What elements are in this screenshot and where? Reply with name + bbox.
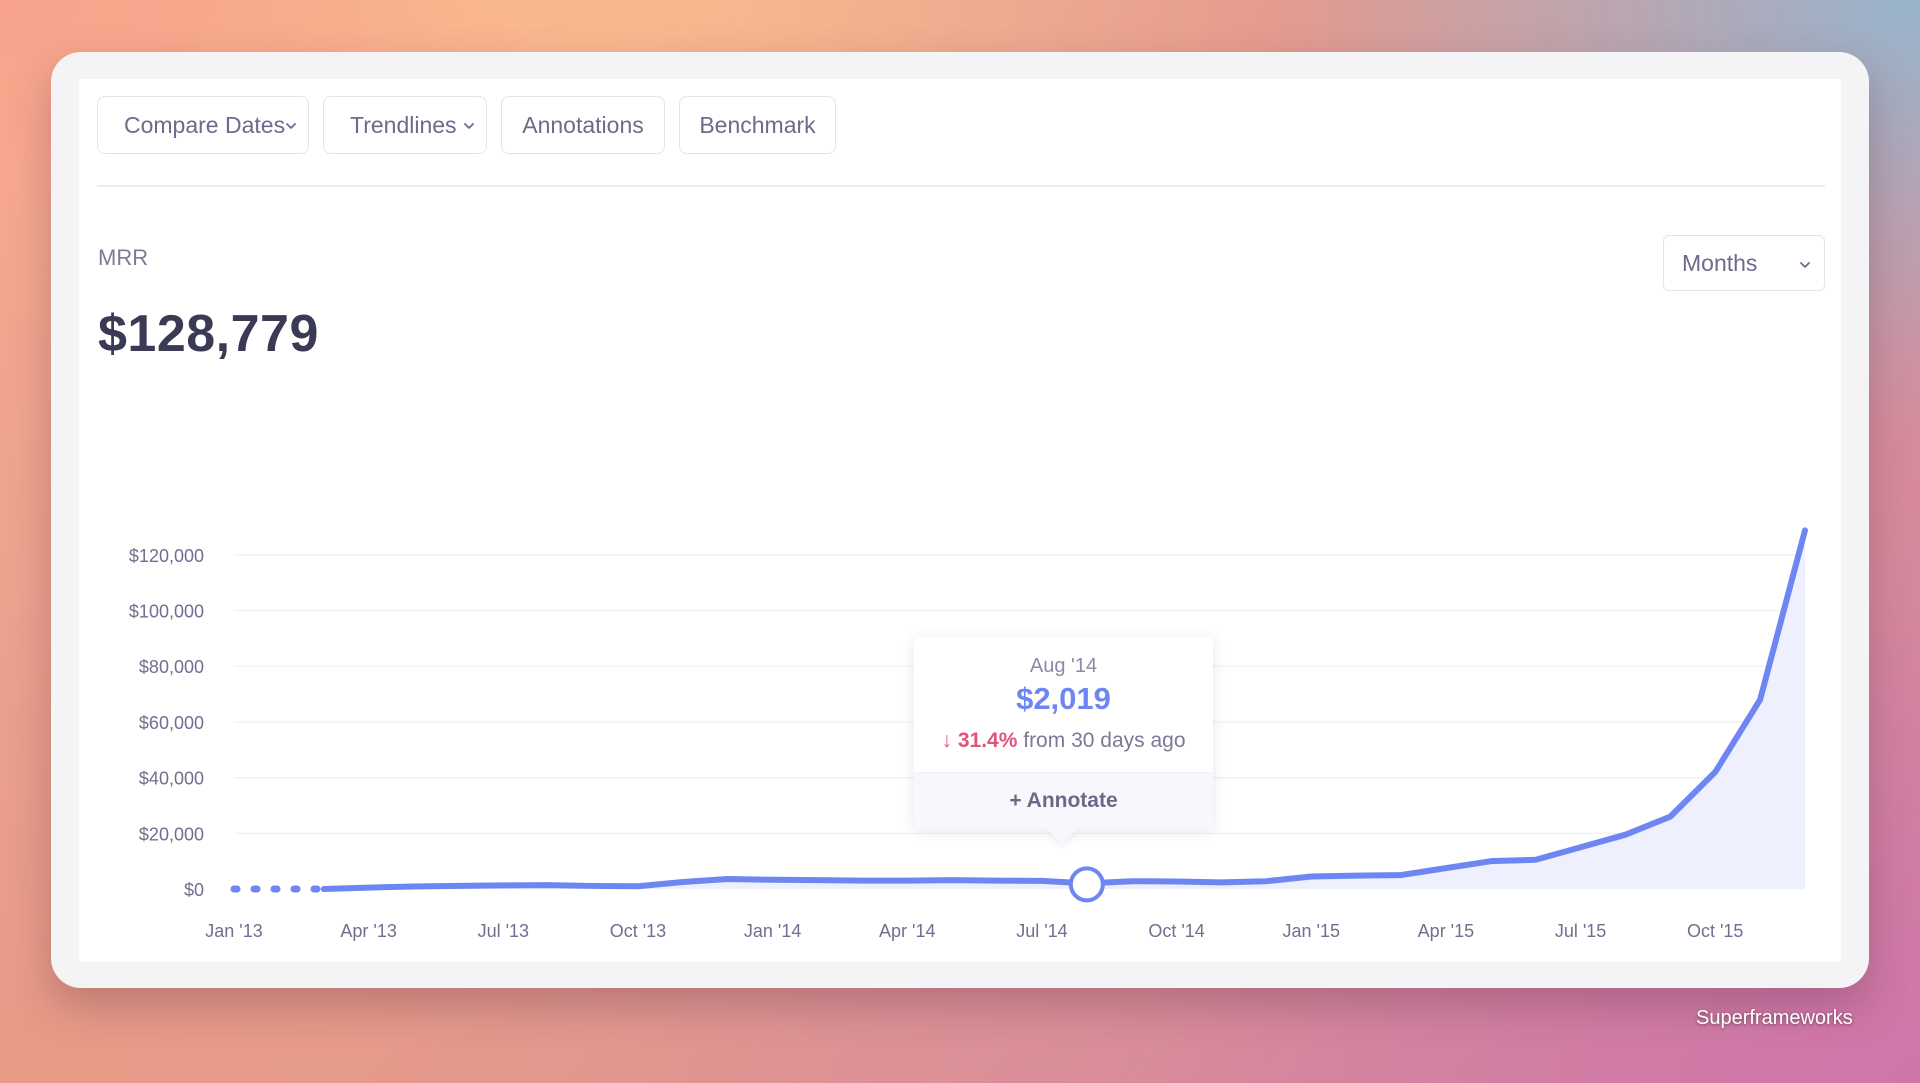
y-tick-label: $0: [184, 880, 204, 900]
annotate-button[interactable]: + Annotate: [914, 772, 1213, 829]
benchmark-button[interactable]: Benchmark: [679, 96, 836, 154]
tooltip-value: $2,019: [1016, 681, 1111, 716]
annotations-button[interactable]: Annotations: [501, 96, 665, 154]
watermark-text: Superframeworks: [1696, 1007, 1853, 1029]
metric-value: $128,779: [98, 305, 319, 363]
annotations-label: Annotations: [522, 111, 644, 138]
y-tick-label: $40,000: [139, 769, 204, 789]
y-tick-label: $60,000: [139, 713, 204, 733]
x-tick-label: Oct '13: [610, 921, 666, 941]
compare-dates-button[interactable]: Compare Dates: [97, 96, 309, 154]
period-select-value: Months: [1682, 249, 1758, 276]
chart-tooltip: Aug '14 $2,019 ↓ 31.4% from 30 days ago …: [914, 637, 1213, 845]
x-tick-label: Apr '14: [879, 921, 935, 941]
chevron-down-icon: [286, 123, 296, 129]
arrow-down-icon: ↓: [941, 729, 953, 752]
chart-panel: Compare Dates Trendlines Annotations Ben…: [79, 79, 1841, 962]
series-line: [320, 527, 1808, 892]
y-tick-label: $100,000: [129, 602, 204, 622]
highlighted-point: [1068, 866, 1105, 903]
x-tick-label: Apr '13: [340, 921, 396, 941]
chevron-down-icon: [464, 123, 474, 129]
y-tick-label: $80,000: [139, 657, 204, 677]
y-tick-label: $20,000: [139, 824, 204, 844]
x-tick-label: Jul '14: [1016, 921, 1067, 941]
mrr-chart: $0 $20,000 $40,000 $60,000 $80,000 $100,000 $1…: [129, 527, 1808, 941]
x-tick-label: Jul '15: [1555, 921, 1606, 941]
x-tick-label: Jan '15: [1283, 921, 1340, 941]
toolbar-divider: [97, 185, 1825, 187]
y-tick-label: $120,000: [129, 546, 204, 566]
trendlines-button[interactable]: Trendlines: [323, 96, 487, 154]
tooltip-change-text: from 30 days ago: [1023, 729, 1186, 752]
x-tick-label: Oct '14: [1148, 921, 1204, 941]
x-tick-label: Jan '13: [205, 921, 262, 941]
metric-label: MRR: [98, 245, 149, 270]
x-tick-label: Jul '13: [478, 921, 529, 941]
x-tick-label: Oct '15: [1687, 921, 1743, 941]
dashboard-card: Compare Dates Trendlines Annotations Ben…: [51, 52, 1869, 988]
series-area: [323, 530, 1805, 889]
x-tick-label: Apr '15: [1418, 921, 1474, 941]
period-select[interactable]: Months: [1663, 235, 1825, 291]
trendlines-label: Trendlines: [350, 111, 457, 138]
benchmark-label: Benchmark: [699, 111, 816, 138]
x-tick-label: Jan '14: [744, 921, 801, 941]
tooltip-change-percent: 31.4%: [957, 729, 1018, 752]
compare-dates-label: Compare Dates: [124, 111, 286, 138]
chevron-down-icon: [1800, 262, 1810, 268]
tooltip-date: Aug '14: [1029, 655, 1098, 677]
tooltip-change: ↓ 31.4% from 30 days ago: [914, 729, 1213, 753]
